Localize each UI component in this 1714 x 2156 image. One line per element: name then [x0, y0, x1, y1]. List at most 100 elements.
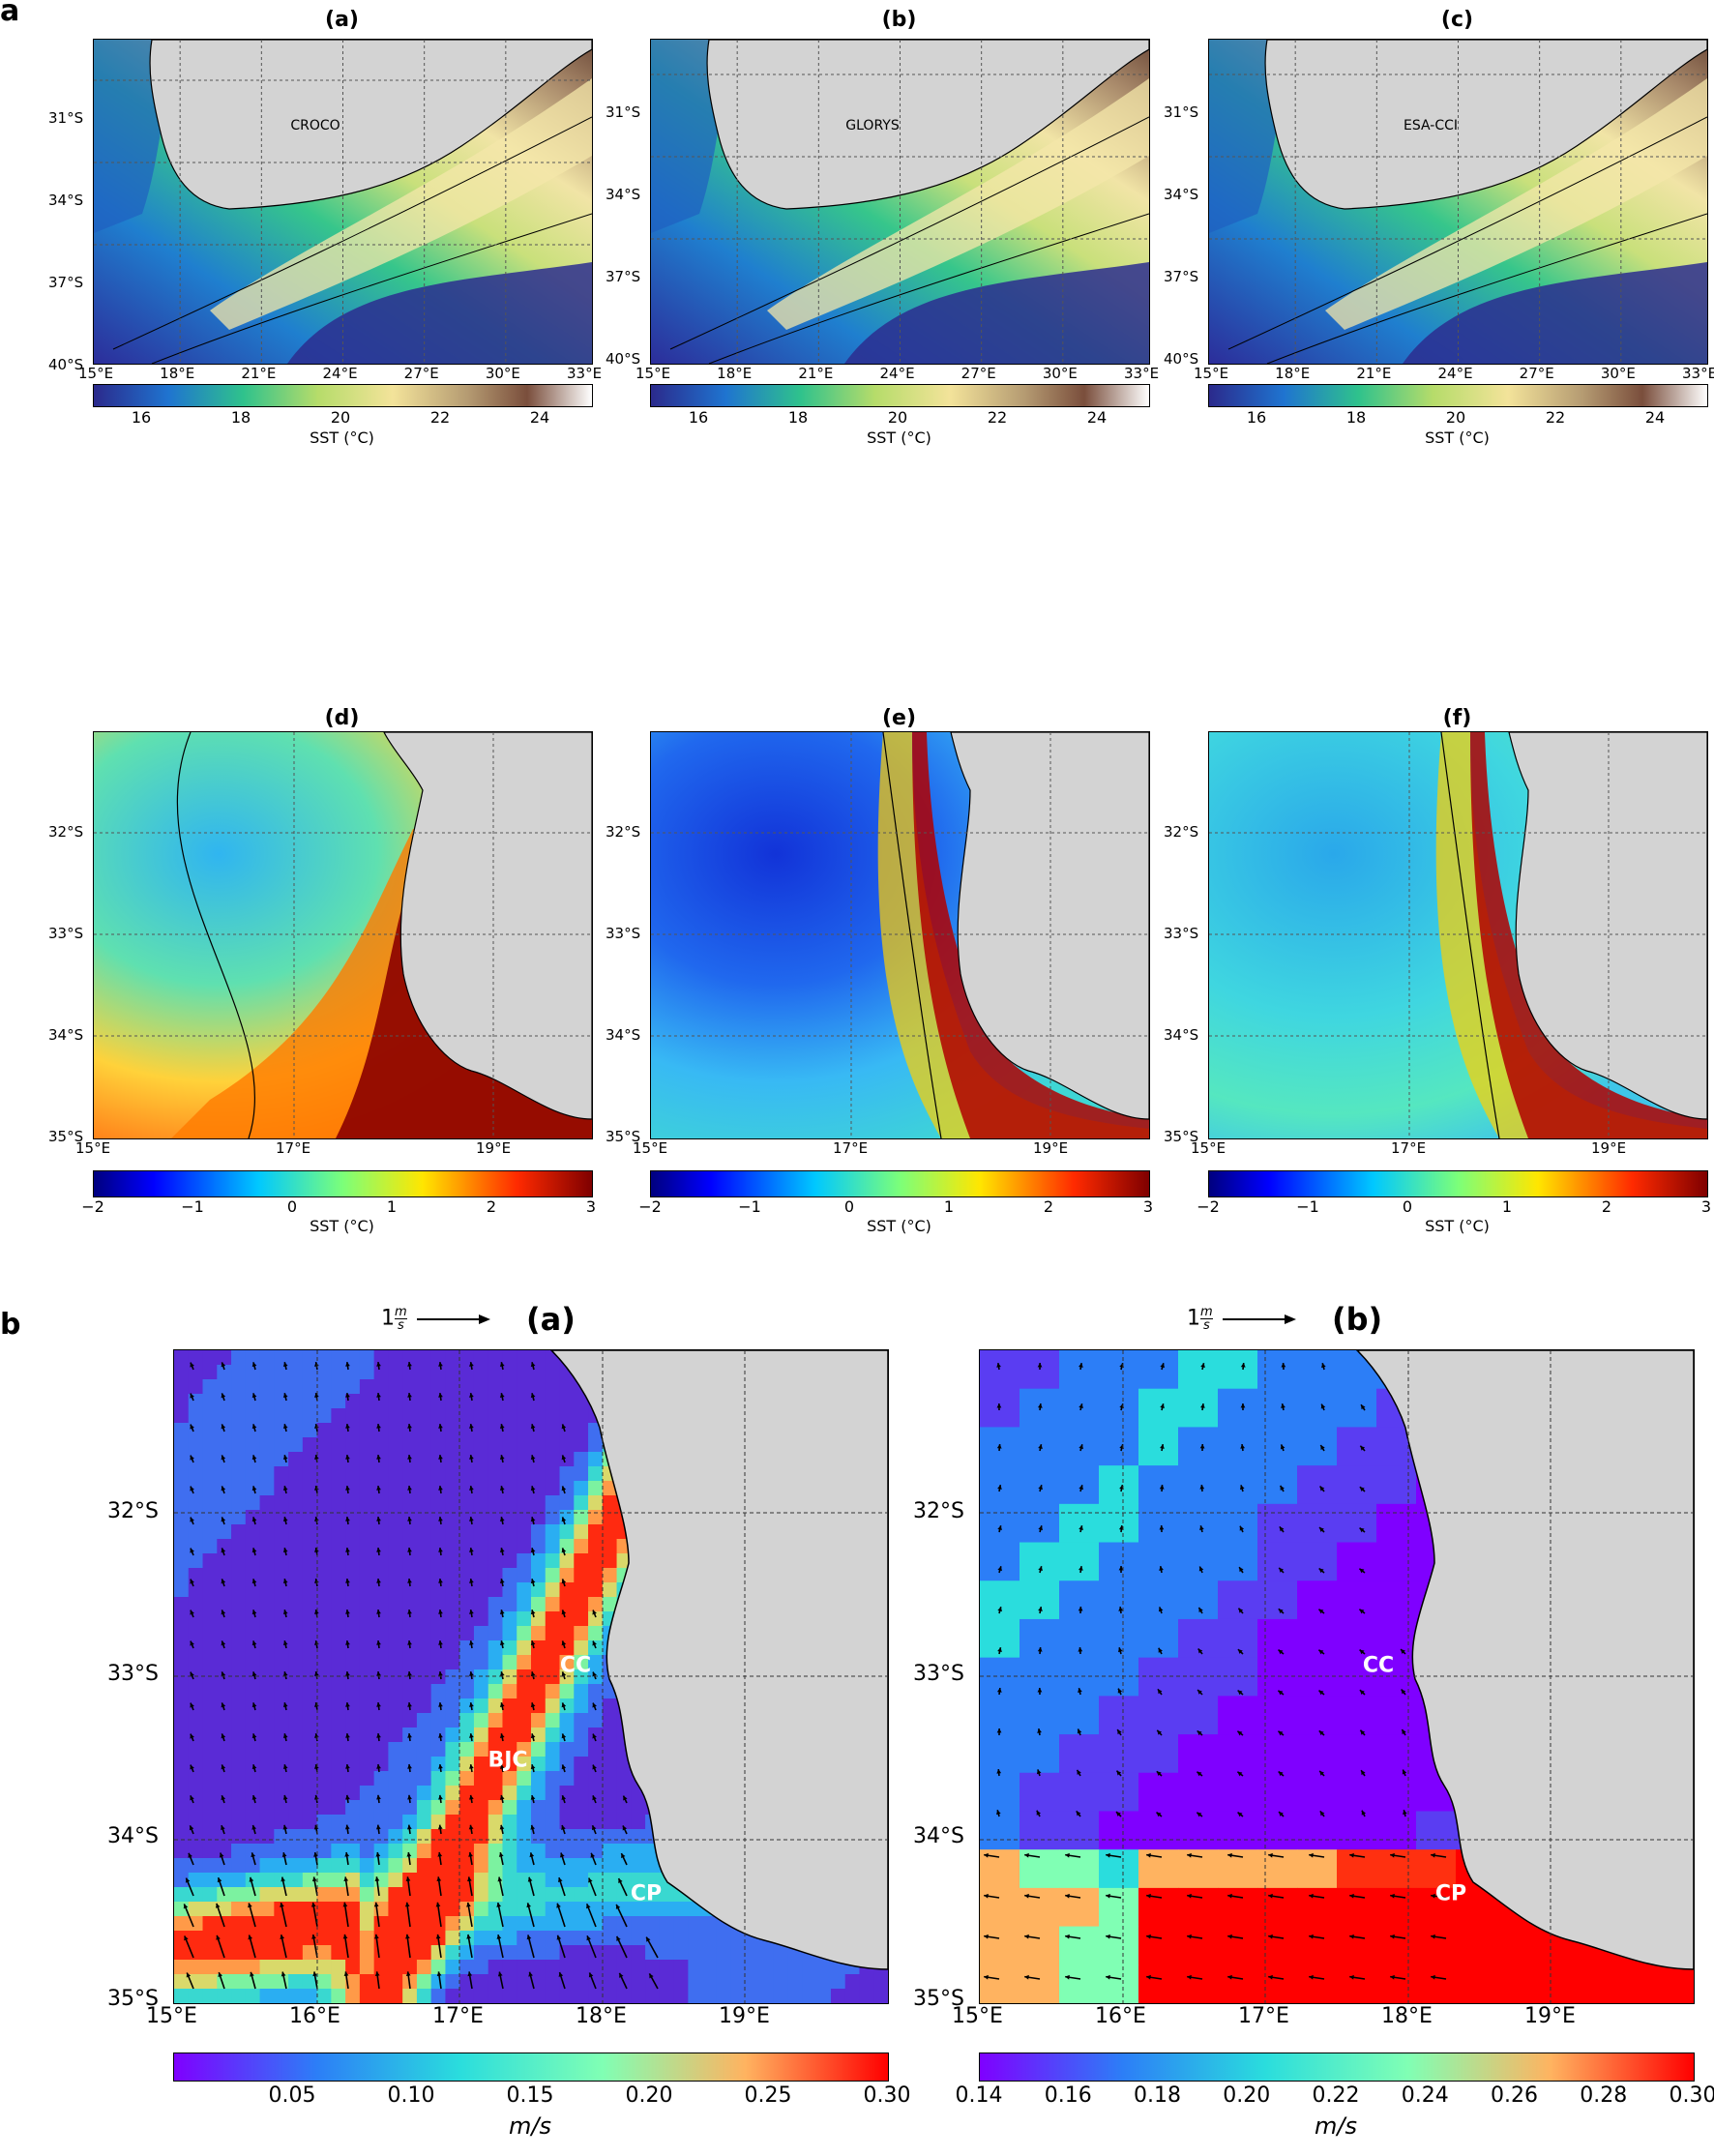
anom-cb-tick-2-4: 2	[1601, 1197, 1612, 1216]
anom-cb-tick-2-2: 0	[1402, 1197, 1413, 1216]
sst-cb-tick-1-0: 16	[688, 408, 709, 427]
sst-cb-tick-1-4: 24	[1086, 408, 1108, 427]
anom-cb-label-2: SST (°C)	[1425, 1217, 1490, 1235]
lat-tick-mid-1-0: 32°S	[606, 823, 641, 841]
lon-tick-top-1-4: 27°E	[960, 365, 996, 382]
lat-tick-top-0-1: 34°S	[48, 192, 84, 209]
lon-tick-top-1-0: 15°E	[635, 365, 671, 382]
panel-title-bottom-0: (a)	[526, 1301, 576, 1338]
panel-title-bottom-1: (b)	[1332, 1301, 1383, 1338]
sst-cb-tick-2-3: 22	[1545, 408, 1566, 427]
ref-unit-num: m	[1200, 1305, 1213, 1319]
sst-cb-tick-2-1: 18	[1345, 408, 1367, 427]
lon-tick-mid-0-0: 15°E	[75, 1139, 111, 1157]
section-a-label: a	[0, 0, 20, 28]
panel-title-top-1: (b)	[881, 8, 917, 32]
anom-cb-tick-0-2: 0	[286, 1197, 298, 1216]
model-label-2: ESA-CCI	[1404, 118, 1458, 133]
lon-tick-mid-1-2: 19°E	[1033, 1139, 1069, 1157]
sst-cb-tick-1-3: 22	[987, 408, 1008, 427]
anom-cb-tick-1-0: −2	[638, 1197, 662, 1216]
anom-cb-tick-0-5: 3	[585, 1197, 597, 1216]
lon-tick-top-0-6: 33°E	[567, 365, 603, 382]
lon-tick-top-1-1: 18°E	[717, 365, 753, 382]
lon-tick-bot-1-1: 16°E	[1095, 2004, 1146, 2028]
place-label-0-2: CP	[630, 1881, 663, 1906]
sst-map-top-1	[650, 39, 1150, 365]
lat-tick-mid-1-1: 33°S	[606, 925, 641, 942]
lat-tick-mid-0-2: 34°S	[48, 1026, 84, 1044]
sst-anomaly-map-0	[93, 731, 593, 1139]
lon-tick-bot-0-2: 17°E	[432, 2004, 484, 2028]
ref-magnitude: 1	[381, 1306, 395, 1331]
speed-cb-tick-0-4: 0.25	[744, 2083, 792, 2108]
lon-tick-mid-1-1: 17°E	[833, 1139, 869, 1157]
anom-cb-tick-2-0: −2	[1197, 1197, 1220, 1216]
lon-tick-top-1-2: 21°E	[798, 365, 834, 382]
lon-tick-top-0-2: 21°E	[241, 365, 277, 382]
lat-tick-top-0-2: 37°S	[48, 274, 84, 291]
lon-tick-top-0-1: 18°E	[160, 365, 195, 382]
speed-cb-tick-1-8: 0.30	[1669, 2083, 1714, 2108]
lon-tick-top-2-3: 24°E	[1437, 365, 1473, 382]
speed-cb-tick-1-6: 0.26	[1491, 2083, 1538, 2108]
anom-cb-tick-2-1: −1	[1296, 1197, 1319, 1216]
panel-title-top-2: (c)	[1440, 8, 1474, 32]
lon-tick-mid-2-0: 15°E	[1191, 1139, 1226, 1157]
lat-tick-top-2-1: 34°S	[1164, 186, 1199, 203]
anom-cb-tick-0-0: −2	[81, 1197, 104, 1216]
sst-cb-tick-0-1: 18	[230, 408, 251, 427]
sst-cb-tick-0-0: 16	[131, 408, 152, 427]
lon-tick-top-0-0: 15°E	[78, 365, 114, 382]
anom-cb-tick-2-3: 1	[1501, 1197, 1513, 1216]
lat-tick-bot-1-3: 35°S	[913, 1987, 964, 2011]
place-label-1-1: CP	[1434, 1881, 1467, 1906]
sst-cb-tick-0-2: 20	[330, 408, 351, 427]
lon-tick-top-2-1: 18°E	[1275, 365, 1311, 382]
anomaly-colorbar-1	[650, 1170, 1150, 1197]
sst-cb-tick-1-1: 18	[787, 408, 809, 427]
lat-tick-mid-0-0: 32°S	[48, 823, 84, 841]
lon-tick-bot-1-3: 18°E	[1381, 2004, 1433, 2028]
speed-cb-tick-0-3: 0.20	[625, 2083, 673, 2108]
panel-title-mid-1: (e)	[881, 706, 917, 730]
lon-tick-mid-0-1: 17°E	[276, 1139, 311, 1157]
lat-tick-bot-0-0: 32°S	[107, 1499, 159, 1523]
sst-anomaly-map-1	[650, 731, 1150, 1139]
ref-magnitude: 1	[1187, 1306, 1200, 1331]
lat-tick-mid-1-2: 34°S	[606, 1026, 641, 1044]
lon-tick-bot-0-0: 15°E	[146, 2004, 197, 2028]
ref-unit-den: s	[397, 1318, 404, 1333]
lat-tick-bot-0-3: 35°S	[107, 1987, 159, 2011]
model-label-0: CROCO	[290, 118, 340, 133]
anomaly-colorbar-2	[1208, 1170, 1708, 1197]
lon-tick-bot-0-1: 16°E	[289, 2004, 340, 2028]
sst-cb-tick-2-0: 16	[1246, 408, 1267, 427]
lon-tick-mid-2-2: 19°E	[1591, 1139, 1627, 1157]
lat-tick-top-0-0: 31°S	[48, 109, 84, 127]
speed-cb-label-1: m/s	[1315, 2112, 1357, 2140]
sst-cb-tick-0-3: 22	[429, 408, 451, 427]
sst-colorbar-top-0	[93, 384, 593, 407]
lon-tick-bot-1-2: 17°E	[1238, 2004, 1289, 2028]
lat-tick-top-1-1: 34°S	[606, 186, 641, 203]
lon-tick-bot-1-4: 19°E	[1524, 2004, 1576, 2028]
speed-cb-tick-1-7: 0.28	[1580, 2083, 1628, 2108]
lon-tick-bot-0-3: 18°E	[576, 2004, 627, 2028]
lat-tick-mid-2-1: 33°S	[1164, 925, 1199, 942]
speed-cb-tick-0-5: 0.30	[863, 2083, 911, 2108]
ref-unit-num: m	[395, 1305, 407, 1319]
sst-field	[94, 40, 592, 364]
speed-colorbar-0	[173, 2053, 889, 2082]
speed-cb-label-0: m/s	[509, 2112, 551, 2140]
lat-tick-bot-0-2: 34°S	[107, 1824, 159, 1848]
lon-tick-top-2-2: 21°E	[1356, 365, 1392, 382]
sst-map-top-2	[1208, 39, 1708, 365]
anom-cb-tick-1-3: 1	[943, 1197, 955, 1216]
lon-tick-top-0-4: 27°E	[403, 365, 439, 382]
anom-cb-tick-1-4: 2	[1043, 1197, 1054, 1216]
sst-colorbar-top-2	[1208, 384, 1708, 407]
